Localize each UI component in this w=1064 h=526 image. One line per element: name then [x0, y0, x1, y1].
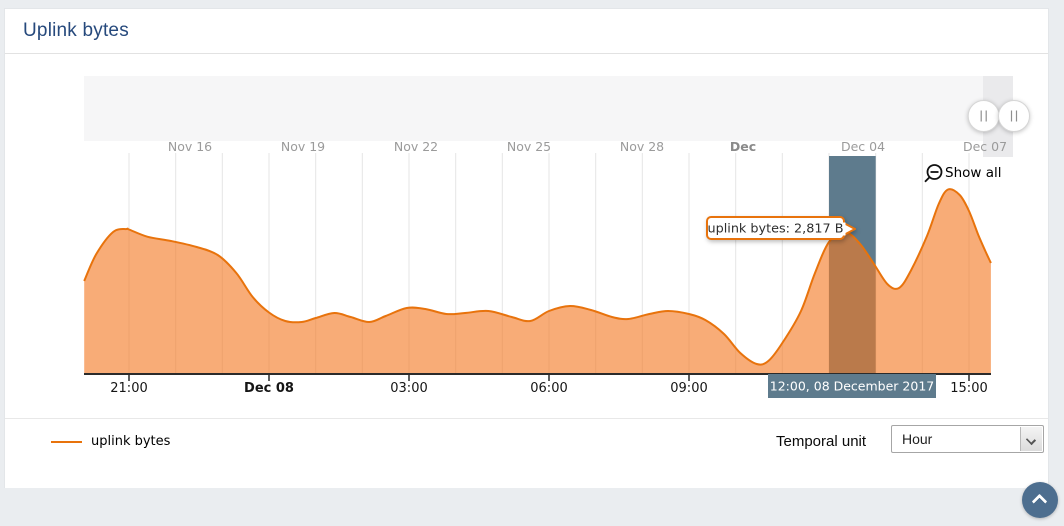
- time-axis-label: Dec 08: [244, 381, 294, 396]
- uplink-bytes-panel: Nov 16 Nov 19 Nov 22 Nov 25 Nov 28 Dec Dec 04 D…: [4, 8, 1049, 488]
- area-series-fill: [84, 189, 991, 374]
- area-series-stroke: [83, 188, 992, 366]
- overview-axis-label: Dec: [730, 139, 756, 154]
- scrollbar-handle[interactable]: [998, 100, 1030, 132]
- time-axis-label: 09:00: [670, 381, 707, 396]
- svg-text:12:00, 08 December 2017: 12:00, 08 December 2017: [770, 379, 934, 394]
- chart-footer: uplink bytes Temporal unit Hour: [5, 418, 1048, 488]
- tooltip-text: uplink bytes: 2,817 B: [707, 222, 843, 237]
- overview-axis-label: Nov 19: [281, 139, 325, 154]
- panel-title: Uplink bytes: [23, 20, 129, 41]
- tooltip: uplink bytes: 2,817 B: [706, 216, 856, 240]
- overview-axis-label: Nov 16: [168, 139, 212, 154]
- legend-label[interactable]: uplink bytes: [91, 434, 171, 449]
- zoom-out-magnifier-icon: [924, 164, 943, 183]
- overview-axis-label: Dec 04: [841, 139, 885, 154]
- temporal-unit-value: Hour: [902, 431, 933, 447]
- chevron-down-icon[interactable]: [1020, 427, 1042, 451]
- chevron-up-icon: [1031, 493, 1048, 510]
- overview-axis-label: Nov 25: [507, 139, 551, 154]
- selected-time-badge: 12:00, 08 December 2017: [768, 374, 936, 398]
- time-axis-label: 15:00: [950, 381, 987, 396]
- show-all-label: Show all: [945, 165, 1002, 181]
- overview-scrollbar[interactable]: [84, 76, 991, 141]
- time-axis-label: 06:00: [530, 381, 567, 396]
- legend-line-marker: [51, 441, 82, 443]
- show-all-button[interactable]: Show all: [924, 164, 1002, 183]
- scroll-to-top-button[interactable]: [1022, 482, 1058, 518]
- panel-header: Uplink bytes: [5, 9, 1048, 54]
- time-axis-label: 21:00: [110, 381, 147, 396]
- overview-axis-label: Nov 28: [620, 139, 664, 154]
- overview-axis-label: Nov 22: [394, 139, 438, 154]
- overview-axis-label: Dec 07: [963, 139, 1007, 154]
- temporal-unit-select[interactable]: Hour: [891, 425, 1044, 453]
- temporal-unit-label: Temporal unit: [776, 433, 867, 450]
- time-axis-label: 03:00: [390, 381, 427, 396]
- uplink-bytes-chart[interactable]: Nov 16 Nov 19 Nov 22 Nov 25 Nov 28 Dec Dec 04 D…: [5, 9, 1050, 489]
- scrollbar-handle[interactable]: [967, 100, 1000, 132]
